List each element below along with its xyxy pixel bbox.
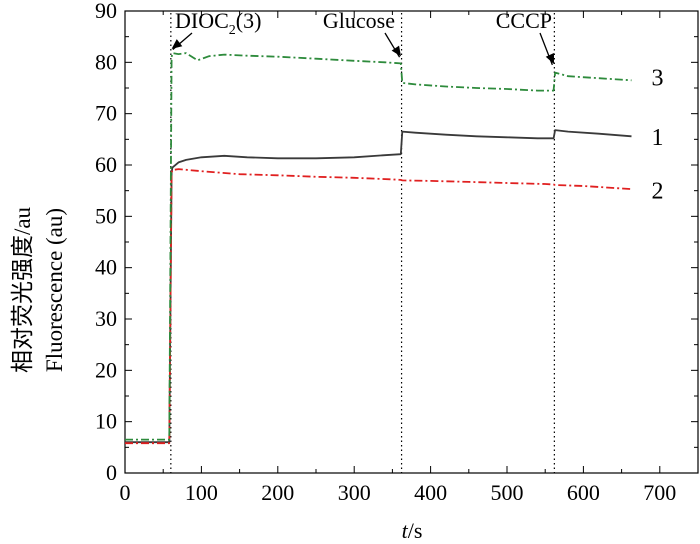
y-tick-label: 70 [95,101,117,126]
series-2-line [125,168,632,445]
series-2-label: 2 [652,179,664,205]
x-tick-label: 200 [261,480,294,505]
y-axis-label-chinese: 相对荧光强度/au [10,206,35,373]
axes-frame [124,10,699,474]
y-tick-label: 0 [106,460,117,485]
x-tick-label: 400 [414,480,447,505]
series-1-label: 1 [652,125,664,151]
y-tick-label: 80 [95,49,117,74]
event-label-main: Glucose [323,8,395,33]
event-label-subscript: 2 [229,23,236,38]
x-axis-label-unit: /s [408,518,423,543]
x-axis-label: t/s [402,518,423,543]
series-3-line [125,52,632,441]
data-series: 1 2 3 [125,52,664,445]
x-tick-label: 300 [338,480,371,505]
y-tick-label: 10 [95,409,117,434]
event-arrow-head [545,53,554,64]
series-1-line [125,129,632,444]
x-tick-label: 500 [491,480,524,505]
y-tick-label: 90 [95,0,117,23]
y-tick-label: 60 [95,152,117,177]
chart-labels: 相对荧光强度/au Fluorescence (au) t/s [10,206,422,543]
y-axis-label-english: Fluorescence (au) [42,208,67,372]
x-tick-label: 700 [643,480,676,505]
axis-ticks: 0 100 200 300 400 500 600 700 0 10 20 30 40 50 60 70 80 9… [95,0,698,505]
y-tick-label: 50 [95,203,117,228]
y-tick-label: 30 [95,306,117,331]
event-label: Glucose [323,8,395,33]
event-arrow-head [391,45,402,57]
x-tick-label: 600 [567,480,600,505]
event-label: CCCP [496,8,552,33]
event-label: DIOC2(3) [175,8,261,38]
event-label-tail: (3) [236,8,262,33]
y-tick-label: 20 [95,357,117,382]
event-markers: DIOC2(3) Glucose CCCP [170,8,555,473]
plot-frame [124,10,699,474]
y-tick-label: 40 [95,255,117,280]
series-3-label: 3 [652,66,664,92]
event-arrow-head [171,39,183,49]
event-label-main: CCCP [496,8,552,33]
x-tick-label: 0 [120,480,131,505]
x-tick-label: 100 [185,480,218,505]
event-label-main: DIOC [175,8,229,33]
x-axis-label-variable: t [402,518,409,543]
